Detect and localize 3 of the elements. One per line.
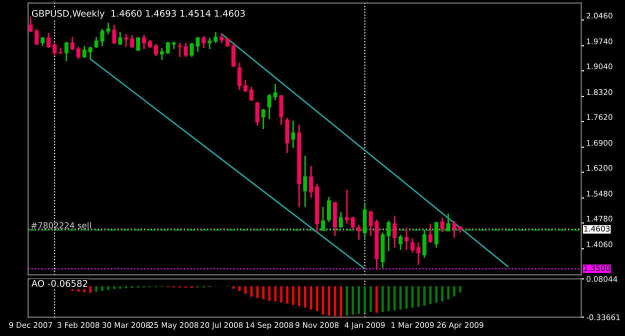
text: GBPUSD,Weekly 1.4660 1.4693 1.4514 1.4603 [32, 10, 245, 19]
annotation: #7802224 sell [31, 222, 91, 229]
chart-title: AO -0.06582 [32, 280, 88, 287]
